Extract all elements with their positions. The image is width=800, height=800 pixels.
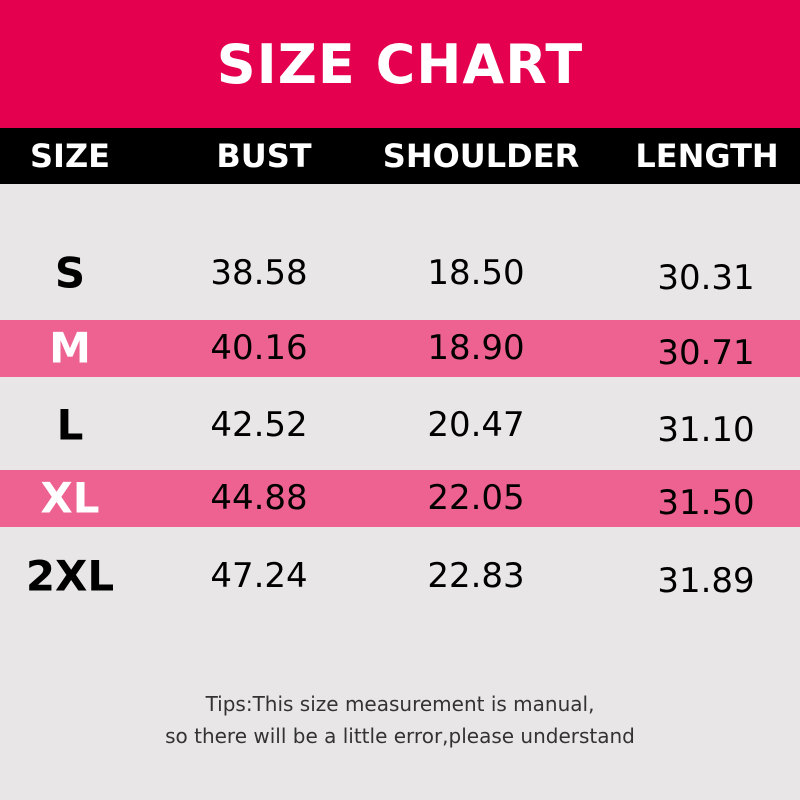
shoulder-cell: 18.50 [427,253,525,293]
shoulder-cell: 22.05 [427,478,525,518]
bust-cell: 44.88 [210,478,308,518]
size-cell: M [49,323,91,373]
bust-cell: 47.24 [210,556,308,596]
shoulder-cell: 22.83 [427,556,525,596]
size-cell: XL [40,473,100,523]
highlight-band [0,320,800,377]
bust-cell: 38.58 [210,253,308,293]
column-header-length: LENGTH [635,137,779,175]
column-header-size: SIZE [29,137,111,175]
length-cell: 31.50 [657,483,755,523]
table-header: SIZE BUST SHOULDER LENGTH [0,128,800,184]
size-cell: S [54,248,86,298]
bust-cell: 42.52 [210,405,308,445]
highlight-band [0,470,800,527]
tips-line: so there will be a little error,please u… [165,724,635,748]
length-cell: 31.10 [657,410,755,450]
shoulder-cell: 20.47 [427,405,525,445]
title-banner: SIZE CHART [0,0,800,128]
tips-line: Tips:This size measurement is manual, [205,692,595,716]
column-header-shoulder: SHOULDER [382,137,580,175]
length-cell: 30.71 [657,333,755,373]
shoulder-cell: 18.90 [427,328,525,368]
tips-note: Tips:This size measurement is manual, so… [0,688,800,752]
length-cell: 30.31 [657,258,755,298]
size-cell: L [56,400,84,450]
size-cell: 2XL [25,551,115,601]
bust-cell: 40.16 [210,328,308,368]
length-cell: 31.89 [657,561,755,601]
column-header-bust: BUST [216,137,312,175]
page-title: SIZE CHART [216,32,584,96]
